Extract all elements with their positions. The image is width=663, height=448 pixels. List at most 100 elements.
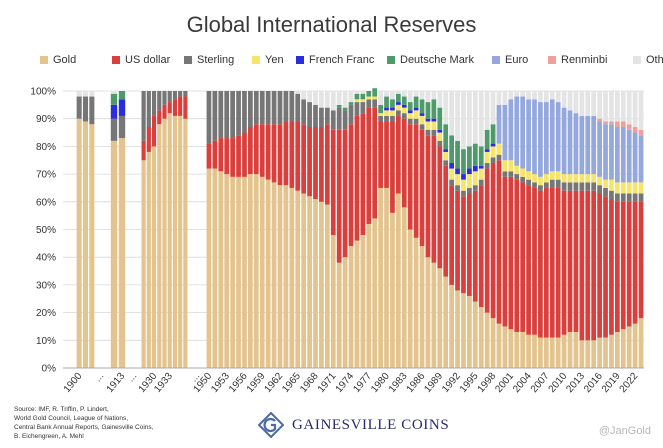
bar-segment-yen bbox=[543, 174, 549, 183]
bar-segment-yen bbox=[597, 176, 602, 186]
x-tick-label: ... bbox=[126, 371, 140, 384]
bar-segment-other bbox=[407, 91, 413, 103]
bar-segment-usd bbox=[449, 185, 455, 285]
bar-segment-other bbox=[461, 91, 466, 150]
bar-segment-usd bbox=[585, 190, 591, 341]
legend-item: Sterling bbox=[184, 54, 234, 66]
bar-segment-euro bbox=[538, 102, 543, 177]
bar-segment-other bbox=[336, 91, 342, 105]
bar-segment-other bbox=[597, 91, 602, 119]
bar-segment-usd bbox=[313, 127, 318, 200]
bar-segment-usd bbox=[467, 193, 472, 296]
legend-label: Euro bbox=[505, 54, 529, 67]
bar-segment-usd bbox=[437, 146, 443, 269]
bar-segment-yen bbox=[591, 174, 597, 183]
bar-segment-gold bbox=[543, 337, 549, 368]
bar-segment-ff bbox=[395, 102, 401, 105]
bar-segment-gold bbox=[378, 187, 383, 368]
brand-name: GAINESVILLE COINS bbox=[292, 416, 450, 433]
brand-mark-icon bbox=[258, 412, 284, 438]
bar-segment-euro bbox=[520, 96, 526, 169]
bar-segment-other bbox=[319, 91, 324, 108]
bar-segment-usd bbox=[573, 190, 579, 332]
bar-segment-euro bbox=[632, 132, 638, 183]
bar-segment-gold bbox=[330, 235, 336, 368]
bar-segment-other bbox=[579, 91, 585, 116]
bar-segment-ff bbox=[401, 104, 407, 108]
bar-segment-gold bbox=[141, 160, 146, 368]
bar-segment-other bbox=[514, 91, 520, 97]
x-tick-label: 1974 bbox=[334, 371, 357, 395]
bar-segment-usd bbox=[538, 190, 543, 338]
bar-segment-other bbox=[508, 91, 514, 100]
bar-segment-yen bbox=[508, 160, 514, 172]
bar-segment-other bbox=[591, 91, 597, 116]
bar-segment-usd bbox=[342, 129, 348, 258]
bar-segment-other bbox=[295, 91, 301, 94]
bar-segment-gold bbox=[508, 329, 514, 368]
legend-item: US dollar bbox=[112, 54, 170, 66]
bar-segment-gold bbox=[472, 301, 478, 368]
bar-segment-usd bbox=[295, 121, 301, 191]
bar-segment-usd bbox=[146, 127, 151, 152]
bar-segment-other bbox=[443, 91, 449, 125]
bar-segment-other bbox=[342, 91, 348, 108]
bar-segment-dm bbox=[413, 96, 419, 108]
bar-segment-other bbox=[609, 91, 614, 122]
bar-segment-usd bbox=[277, 124, 283, 186]
bar-segment-gold bbox=[151, 146, 157, 368]
bar-segment-dm bbox=[384, 96, 389, 108]
bar-segment-gold bbox=[248, 174, 253, 368]
bar-segment-other bbox=[82, 91, 89, 97]
bar-segment-gold bbox=[437, 268, 443, 368]
bar-segment-usd bbox=[230, 138, 236, 177]
bar-segment-yen bbox=[614, 182, 620, 194]
bar-segment-gold bbox=[265, 179, 271, 368]
bar-segment-sterling bbox=[178, 91, 183, 97]
bar-segment-sterling bbox=[118, 115, 126, 139]
legend-swatch bbox=[633, 56, 641, 65]
bar-segment-sterling bbox=[172, 91, 178, 100]
bar-segment-yen bbox=[378, 113, 383, 116]
bar-segment-sterling bbox=[151, 91, 157, 116]
bar-segment-usd bbox=[283, 121, 289, 186]
bar-segment-yen bbox=[626, 182, 632, 194]
bar-segment-yen bbox=[579, 174, 585, 183]
bar-segment-usd bbox=[579, 190, 585, 341]
chart-title: Global International Reserves bbox=[186, 12, 477, 37]
bar-segment-sterling bbox=[478, 179, 484, 186]
bar-segment-ff bbox=[461, 174, 466, 180]
brand-logo: GAINESVILLE COINS bbox=[258, 411, 449, 439]
bar-segment-euro bbox=[579, 115, 585, 175]
bar-segment-gold bbox=[520, 331, 526, 368]
bar-segment-dm bbox=[336, 104, 342, 108]
bar-segment-sterling bbox=[413, 118, 419, 125]
bar-segment-usd bbox=[372, 107, 378, 219]
bar-segment-other bbox=[360, 91, 366, 94]
bar-segment-yen bbox=[431, 121, 437, 130]
bar-segment-gold bbox=[167, 113, 172, 368]
bar-segment-euro bbox=[567, 110, 573, 175]
bar-segment-ff bbox=[472, 165, 478, 172]
bar-segment-sterling bbox=[354, 102, 360, 116]
bar-segment-other bbox=[313, 91, 318, 105]
bar-segment-usd bbox=[301, 124, 307, 194]
x-tick-label: 1933 bbox=[152, 371, 175, 395]
x-tick-label: 1980 bbox=[369, 371, 392, 395]
bar-segment-usd bbox=[526, 185, 531, 335]
bar-segment-other bbox=[419, 91, 425, 100]
bar-segment-yen bbox=[372, 96, 378, 100]
bar-segment-sterling bbox=[425, 129, 431, 136]
bar-segment-usd bbox=[348, 124, 354, 247]
bar-segment-gold bbox=[76, 118, 82, 368]
bar-segment-other bbox=[390, 91, 395, 100]
bar-segment-yen bbox=[449, 168, 455, 180]
y-tick-label: 30% bbox=[36, 280, 56, 291]
bar-segment-usd bbox=[248, 127, 253, 175]
bar-segment-gold bbox=[307, 196, 312, 368]
bar-segment-other bbox=[603, 91, 608, 122]
bar-segment-sterling bbox=[390, 115, 395, 122]
bar-segment-gold bbox=[609, 334, 614, 368]
bar-segment-sterling bbox=[248, 91, 253, 128]
bar-segment-sterling bbox=[620, 193, 626, 202]
